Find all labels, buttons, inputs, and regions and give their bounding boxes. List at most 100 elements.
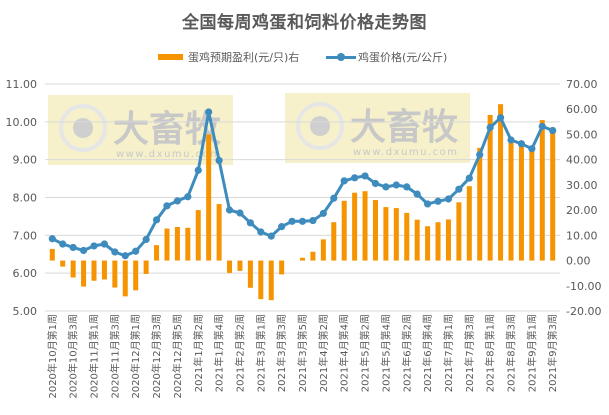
egg-price-point	[340, 177, 348, 185]
legend-label-egg-price: 鸡蛋价格(元/公斤)	[358, 51, 448, 64]
x-axis-tick: 2021年1月第2周	[192, 314, 205, 392]
profit-bar	[195, 210, 201, 261]
right-axis-tick: 30.00	[566, 179, 598, 192]
x-axis-labels: 2020年10月第1周 2020年10月第3周 2020年11月第1周 2020年11…	[46, 314, 559, 399]
x-axis-tick: 2021年8月第3周	[505, 314, 518, 392]
x-axis-tick: 2021年8月第1周	[484, 314, 497, 392]
egg-price-point	[413, 190, 421, 198]
x-axis-tick: 2021年6月第4周	[421, 314, 434, 392]
profit-bar	[268, 260, 274, 301]
profit-bar	[206, 134, 212, 261]
legend: 蛋鸡预期盈利(元/只)右 鸡蛋价格(元/公斤)	[0, 49, 609, 65]
gridlines	[45, 83, 560, 312]
x-axis-tick: 2021年4月第2周	[317, 314, 330, 392]
egg-price-point	[132, 247, 140, 255]
egg-price-point	[173, 197, 181, 205]
egg-price-point	[319, 209, 327, 217]
profit-bar	[362, 191, 368, 261]
left-axis-tick: 8.00	[13, 192, 38, 205]
left-axis-tick: 5.00	[13, 305, 38, 318]
profit-bar	[341, 200, 347, 261]
profit-bar	[445, 219, 451, 261]
profit-bar	[143, 260, 149, 274]
right-axis-tick: -10.00	[566, 280, 601, 293]
profit-bar	[477, 147, 483, 261]
legend-label-profit: 蛋鸡预期盈利(元/只)右	[188, 51, 300, 64]
profit-bar	[372, 200, 378, 261]
egg-price-point	[215, 156, 223, 165]
egg-price-point	[309, 216, 317, 225]
x-axis-tick: 2021年3月第3周	[275, 314, 288, 392]
egg-price-point	[517, 140, 526, 148]
profit-bar	[101, 260, 107, 280]
legend-item-egg-price[interactable]: 鸡蛋价格(元/公斤)	[326, 49, 447, 65]
egg-price-point	[205, 108, 213, 116]
profit-bar	[258, 260, 264, 300]
left-axis-tick: 9.00	[13, 154, 38, 167]
right-axis-tick: 0.00	[566, 255, 591, 268]
profit-bar	[352, 192, 358, 261]
egg-price-point	[361, 172, 369, 180]
profit-bar	[414, 219, 420, 261]
egg-price-point	[538, 122, 546, 130]
watermark-url: www.dxumu.com	[353, 147, 459, 158]
x-axis-tick: 2021年3月第1周	[254, 314, 267, 392]
legend-item-profit[interactable]: 蛋鸡预期盈利(元/只)右	[158, 49, 299, 65]
x-axis-tick: 2021年5月第4周	[379, 314, 392, 392]
x-axis-tick: 2021年3月第5周	[296, 314, 309, 392]
x-axis-tick: 2021年5月第2周	[359, 314, 372, 392]
bar-swatch-icon	[158, 54, 183, 60]
left-y-axis: 11.00 10.00 9.00 8.00 7.00 6.00 5.00	[6, 78, 38, 318]
egg-price-point	[163, 202, 171, 210]
logo-eye-icon	[310, 116, 330, 136]
logo-ring-icon	[296, 102, 344, 150]
egg-price-point	[549, 126, 557, 135]
egg-price-point	[152, 216, 161, 224]
profit-bar	[487, 115, 493, 261]
egg-price-point	[257, 228, 265, 236]
egg-price-point	[194, 166, 202, 174]
egg-price-point	[111, 248, 119, 256]
x-axis-tick: 2021年9月第1周	[525, 314, 538, 392]
egg-price-point	[486, 123, 494, 132]
left-axis-tick: 10.00	[6, 116, 38, 129]
egg-price-point	[121, 252, 129, 260]
x-axis-tick: 2021年7月第1周	[442, 314, 455, 392]
egg-price-point	[267, 232, 275, 240]
x-axis-tick: 2021年7月第3周	[463, 314, 476, 392]
egg-price-point	[424, 200, 432, 208]
profit-bars	[49, 104, 556, 301]
profit-bar	[456, 202, 462, 261]
left-axis-tick: 6.00	[13, 267, 38, 280]
egg-price-point	[351, 174, 359, 182]
egg-price-point	[476, 151, 484, 159]
profit-bar	[164, 228, 170, 261]
egg-price-point	[278, 223, 286, 231]
egg-price-point	[455, 185, 463, 193]
left-axis-tick: 7.00	[13, 229, 38, 242]
profit-bar	[279, 260, 285, 275]
profit-bar	[529, 147, 535, 261]
egg-price-point	[79, 246, 88, 255]
x-axis-tick: 2021年1月第4周	[213, 314, 226, 392]
egg-price-point	[444, 195, 453, 203]
egg-price-point	[330, 194, 338, 202]
x-axis-tick: 2020年12月第5周	[171, 314, 184, 399]
egg-price-point	[90, 242, 98, 250]
x-axis-tick: 2020年10月第1周	[46, 314, 59, 399]
right-axis-tick: 60.00	[566, 103, 598, 116]
x-axis-tick: 2021年2月第2周	[233, 314, 246, 392]
profit-bar	[550, 127, 556, 261]
profit-bar	[539, 120, 545, 261]
logo-eye-icon	[73, 118, 93, 138]
profit-bar	[383, 207, 389, 261]
x-axis-tick: 2020年12月第1周	[129, 314, 142, 399]
profit-bar	[133, 260, 139, 291]
profit-bar	[70, 260, 76, 278]
profit-bar	[122, 260, 128, 297]
right-y-axis: 70.00 60.00 50.00 40.00 30.00 20.00 10.00 0.00 -…	[566, 78, 601, 318]
watermark-url: www.dxumu.com	[116, 149, 222, 160]
